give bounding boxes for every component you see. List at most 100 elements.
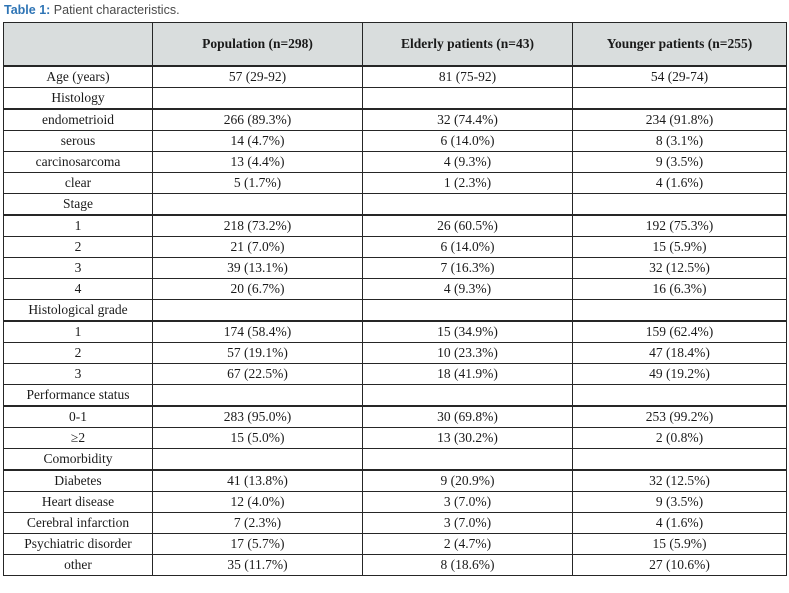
cell-value: 6 (14.0%) xyxy=(362,130,573,152)
cell-value: 8 (3.1%) xyxy=(572,130,787,152)
cell-value: 266 (89.3%) xyxy=(152,108,363,131)
cell-value: 17 (5.7%) xyxy=(152,533,363,555)
row-label: 4 xyxy=(3,278,153,300)
cell-value: 5 (1.7%) xyxy=(152,172,363,194)
row-label: 3 xyxy=(3,363,153,385)
table-row: 1 174 (58.4%) 15 (34.9%) 159 (62.4%) xyxy=(3,320,787,343)
cell-value: 27 (10.6%) xyxy=(572,554,787,576)
header-row: Population (n=298) Elderly patients (n=4… xyxy=(3,22,787,67)
section-row: Stage xyxy=(3,193,787,216)
row-label: Cerebral infarction xyxy=(3,512,153,534)
cell-value: 81 (75-92) xyxy=(362,65,573,88)
cell-value: 7 (16.3%) xyxy=(362,257,573,279)
cell-value: 32 (12.5%) xyxy=(572,257,787,279)
header-cell-elderly: Elderly patients (n=43) xyxy=(362,22,573,67)
cell-value: 67 (22.5%) xyxy=(152,363,363,385)
cell-value xyxy=(362,299,573,322)
cell-value: 159 (62.4%) xyxy=(572,320,787,343)
cell-value: 49 (19.2%) xyxy=(572,363,787,385)
table-row: Age (years) 57 (29-92) 81 (75-92) 54 (29-74… xyxy=(3,65,787,88)
cell-value: 2 (4.7%) xyxy=(362,533,573,555)
cell-value: 15 (5.9%) xyxy=(572,533,787,555)
cell-value xyxy=(572,193,787,216)
row-label: Histological grade xyxy=(3,299,153,322)
cell-value: 16 (6.3%) xyxy=(572,278,787,300)
cell-value: 35 (11.7%) xyxy=(152,554,363,576)
cell-value xyxy=(152,87,363,110)
cell-value: 218 (73.2%) xyxy=(152,214,363,237)
cell-value: 15 (5.9%) xyxy=(572,236,787,258)
cell-value: 13 (30.2%) xyxy=(362,427,573,449)
row-label: Heart disease xyxy=(3,491,153,513)
cell-value: 3 (7.0%) xyxy=(362,512,573,534)
table-row: 3 67 (22.5%) 18 (41.9%) 49 (19.2%) xyxy=(3,363,787,385)
row-label: Stage xyxy=(3,193,153,216)
table-row: ≥2 15 (5.0%) 13 (30.2%) 2 (0.8%) xyxy=(3,427,787,449)
cell-value: 13 (4.4%) xyxy=(152,151,363,173)
row-label: Psychiatric disorder xyxy=(3,533,153,555)
row-label: 2 xyxy=(3,342,153,364)
table-row: Heart disease 12 (4.0%) 3 (7.0%) 9 (3.5%) xyxy=(3,491,787,513)
table-row: 2 57 (19.1%) 10 (23.3%) 47 (18.4%) xyxy=(3,342,787,364)
cell-value: 26 (60.5%) xyxy=(362,214,573,237)
table-caption-text: Patient characteristics. xyxy=(53,3,180,17)
section-row: Histological grade xyxy=(3,299,787,322)
cell-value: 57 (19.1%) xyxy=(152,342,363,364)
cell-value: 4 (1.6%) xyxy=(572,172,787,194)
cell-value: 39 (13.1%) xyxy=(152,257,363,279)
cell-value: 9 (3.5%) xyxy=(572,151,787,173)
row-label: ≥2 xyxy=(3,427,153,449)
table-body: Age (years) 57 (29-92) 81 (75-92) 54 (29-74… xyxy=(3,65,787,576)
row-label: Performance status xyxy=(3,384,153,407)
cell-value: 41 (13.8%) xyxy=(152,469,363,492)
header-cell-empty xyxy=(3,22,153,67)
cell-value: 21 (7.0%) xyxy=(152,236,363,258)
table-row: serous 14 (4.7%) 6 (14.0%) 8 (3.1%) xyxy=(3,130,787,152)
table-row: 0-1 283 (95.0%) 30 (69.8%) 253 (99.2%) xyxy=(3,405,787,428)
row-label: 1 xyxy=(3,320,153,343)
table-row: carcinosarcoma 13 (4.4%) 4 (9.3%) 9 (3.5%) xyxy=(3,151,787,173)
row-label: clear xyxy=(3,172,153,194)
row-label: endometrioid xyxy=(3,108,153,131)
cell-value: 57 (29-92) xyxy=(152,65,363,88)
cell-value: 15 (5.0%) xyxy=(152,427,363,449)
table-caption: Table 1: Patient characteristics. xyxy=(0,1,789,22)
cell-value: 8 (18.6%) xyxy=(362,554,573,576)
table-row: 3 39 (13.1%) 7 (16.3%) 32 (12.5%) xyxy=(3,257,787,279)
row-label: Age (years) xyxy=(3,65,153,88)
table-row: Diabetes 41 (13.8%) 9 (20.9%) 32 (12.5%) xyxy=(3,469,787,492)
patient-characteristics-table: Population (n=298) Elderly patients (n=4… xyxy=(3,22,787,576)
row-label: Histology xyxy=(3,87,153,110)
cell-value xyxy=(152,193,363,216)
cell-value: 30 (69.8%) xyxy=(362,405,573,428)
cell-value xyxy=(152,299,363,322)
row-label: serous xyxy=(3,130,153,152)
cell-value xyxy=(572,299,787,322)
cell-value: 14 (4.7%) xyxy=(152,130,363,152)
cell-value: 18 (41.9%) xyxy=(362,363,573,385)
row-label: other xyxy=(3,554,153,576)
cell-value xyxy=(152,384,363,407)
cell-value: 2 (0.8%) xyxy=(572,427,787,449)
cell-value: 15 (34.9%) xyxy=(362,320,573,343)
cell-value xyxy=(362,448,573,471)
table-caption-label: Table 1: xyxy=(4,3,51,17)
cell-value: 283 (95.0%) xyxy=(152,405,363,428)
table-row: Psychiatric disorder 17 (5.7%) 2 (4.7%) 15 … xyxy=(3,533,787,555)
row-label: 3 xyxy=(3,257,153,279)
cell-value xyxy=(152,448,363,471)
table-row: other 35 (11.7%) 8 (18.6%) 27 (10.6%) xyxy=(3,554,787,576)
table-row: 1 218 (73.2%) 26 (60.5%) 192 (75.3%) xyxy=(3,214,787,237)
row-label: Diabetes xyxy=(3,469,153,492)
table-row: 2 21 (7.0%) 6 (14.0%) 15 (5.9%) xyxy=(3,236,787,258)
cell-value: 253 (99.2%) xyxy=(572,405,787,428)
row-label: carcinosarcoma xyxy=(3,151,153,173)
row-label: 2 xyxy=(3,236,153,258)
cell-value: 10 (23.3%) xyxy=(362,342,573,364)
table-row: 4 20 (6.7%) 4 (9.3%) 16 (6.3%) xyxy=(3,278,787,300)
cell-value xyxy=(362,384,573,407)
table-row: Cerebral infarction 7 (2.3%) 3 (7.0%) 4 (1.… xyxy=(3,512,787,534)
row-label: 1 xyxy=(3,214,153,237)
cell-value: 54 (29-74) xyxy=(572,65,787,88)
